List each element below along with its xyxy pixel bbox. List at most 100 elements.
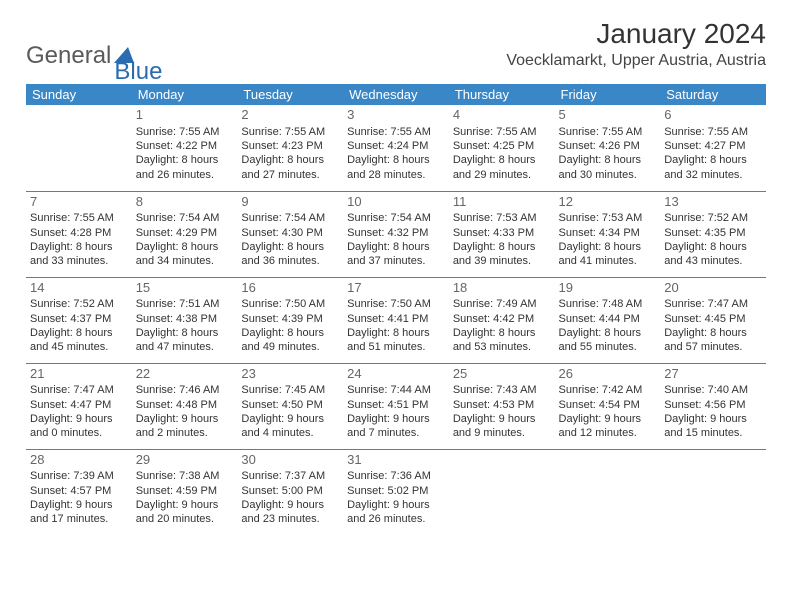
location: Voecklamarkt, Upper Austria, Austria xyxy=(506,52,766,70)
sunrise-line: Sunrise: 7:44 AM xyxy=(347,383,445,397)
daylight-line-2: and 17 minutes. xyxy=(30,512,128,526)
daylight-line-1: Daylight: 9 hours xyxy=(30,412,128,426)
calendar-cell: 23Sunrise: 7:45 AMSunset: 4:50 PMDayligh… xyxy=(237,363,343,449)
sunset-line: Sunset: 4:54 PM xyxy=(559,398,657,412)
calendar-cell: 20Sunrise: 7:47 AMSunset: 4:45 PMDayligh… xyxy=(660,277,766,363)
daylight-line-2: and 0 minutes. xyxy=(30,426,128,440)
calendar-week: 28Sunrise: 7:39 AMSunset: 4:57 PMDayligh… xyxy=(26,449,766,535)
sunset-line: Sunset: 4:38 PM xyxy=(136,312,234,326)
daylight-line-1: Daylight: 8 hours xyxy=(664,326,762,340)
sunrise-line: Sunrise: 7:52 AM xyxy=(664,211,762,225)
day-number: 31 xyxy=(347,452,445,469)
daylight-line-1: Daylight: 9 hours xyxy=(136,498,234,512)
day-header: Friday xyxy=(555,84,661,105)
sunset-line: Sunset: 5:02 PM xyxy=(347,484,445,498)
calendar-cell: 22Sunrise: 7:46 AMSunset: 4:48 PMDayligh… xyxy=(132,363,238,449)
daylight-line-1: Daylight: 8 hours xyxy=(241,240,339,254)
day-header: Saturday xyxy=(660,84,766,105)
daylight-line-1: Daylight: 8 hours xyxy=(559,153,657,167)
calendar-week: 21Sunrise: 7:47 AMSunset: 4:47 PMDayligh… xyxy=(26,363,766,449)
sunrise-line: Sunrise: 7:39 AM xyxy=(30,469,128,483)
brand-logo: General Blue xyxy=(26,42,162,70)
sunrise-line: Sunrise: 7:54 AM xyxy=(241,211,339,225)
sunset-line: Sunset: 4:51 PM xyxy=(347,398,445,412)
sunset-line: Sunset: 4:34 PM xyxy=(559,226,657,240)
daylight-line-1: Daylight: 9 hours xyxy=(241,498,339,512)
calendar-cell: 5Sunrise: 7:55 AMSunset: 4:26 PMDaylight… xyxy=(555,105,661,191)
day-number: 25 xyxy=(453,366,551,383)
sunset-line: Sunset: 4:41 PM xyxy=(347,312,445,326)
calendar-week: 7Sunrise: 7:55 AMSunset: 4:28 PMDaylight… xyxy=(26,191,766,277)
calendar-cell: 31Sunrise: 7:36 AMSunset: 5:02 PMDayligh… xyxy=(343,449,449,535)
daylight-line-1: Daylight: 9 hours xyxy=(241,412,339,426)
daylight-line-1: Daylight: 9 hours xyxy=(136,412,234,426)
sunset-line: Sunset: 4:30 PM xyxy=(241,226,339,240)
calendar-cell: 3Sunrise: 7:55 AMSunset: 4:24 PMDaylight… xyxy=(343,105,449,191)
sunrise-line: Sunrise: 7:55 AM xyxy=(241,125,339,139)
sunset-line: Sunset: 4:56 PM xyxy=(664,398,762,412)
day-header: Monday xyxy=(132,84,238,105)
daylight-line-2: and 39 minutes. xyxy=(453,254,551,268)
calendar-cell: 10Sunrise: 7:54 AMSunset: 4:32 PMDayligh… xyxy=(343,191,449,277)
daylight-line-1: Daylight: 8 hours xyxy=(453,153,551,167)
calendar-cell: 24Sunrise: 7:44 AMSunset: 4:51 PMDayligh… xyxy=(343,363,449,449)
calendar-table: SundayMondayTuesdayWednesdayThursdayFrid… xyxy=(26,84,766,535)
daylight-line-1: Daylight: 8 hours xyxy=(347,326,445,340)
daylight-line-2: and 23 minutes. xyxy=(241,512,339,526)
daylight-line-2: and 27 minutes. xyxy=(241,168,339,182)
day-number: 26 xyxy=(559,366,657,383)
daylight-line-2: and 33 minutes. xyxy=(30,254,128,268)
sunset-line: Sunset: 4:42 PM xyxy=(453,312,551,326)
sunrise-line: Sunrise: 7:53 AM xyxy=(559,211,657,225)
day-number: 4 xyxy=(453,107,551,124)
sunrise-line: Sunrise: 7:55 AM xyxy=(559,125,657,139)
sunrise-line: Sunrise: 7:50 AM xyxy=(347,297,445,311)
day-number: 30 xyxy=(241,452,339,469)
sunrise-line: Sunrise: 7:51 AM xyxy=(136,297,234,311)
daylight-line-2: and 45 minutes. xyxy=(30,340,128,354)
daylight-line-2: and 43 minutes. xyxy=(664,254,762,268)
day-number: 12 xyxy=(559,194,657,211)
sunset-line: Sunset: 4:48 PM xyxy=(136,398,234,412)
sunrise-line: Sunrise: 7:55 AM xyxy=(453,125,551,139)
day-number: 1 xyxy=(136,107,234,124)
sunrise-line: Sunrise: 7:49 AM xyxy=(453,297,551,311)
sunset-line: Sunset: 4:23 PM xyxy=(241,139,339,153)
sunset-line: Sunset: 4:37 PM xyxy=(30,312,128,326)
calendar-cell: 6Sunrise: 7:55 AMSunset: 4:27 PMDaylight… xyxy=(660,105,766,191)
sunrise-line: Sunrise: 7:55 AM xyxy=(136,125,234,139)
calendar-cell: 14Sunrise: 7:52 AMSunset: 4:37 PMDayligh… xyxy=(26,277,132,363)
sunrise-line: Sunrise: 7:54 AM xyxy=(136,211,234,225)
sunrise-line: Sunrise: 7:55 AM xyxy=(30,211,128,225)
daylight-line-2: and 36 minutes. xyxy=(241,254,339,268)
sunset-line: Sunset: 5:00 PM xyxy=(241,484,339,498)
day-number: 3 xyxy=(347,107,445,124)
sunset-line: Sunset: 4:47 PM xyxy=(30,398,128,412)
sunset-line: Sunset: 4:24 PM xyxy=(347,139,445,153)
sunset-line: Sunset: 4:28 PM xyxy=(30,226,128,240)
sunset-line: Sunset: 4:45 PM xyxy=(664,312,762,326)
calendar-cell xyxy=(449,449,555,535)
calendar-cell: 26Sunrise: 7:42 AMSunset: 4:54 PMDayligh… xyxy=(555,363,661,449)
daylight-line-1: Daylight: 8 hours xyxy=(30,240,128,254)
sunrise-line: Sunrise: 7:38 AM xyxy=(136,469,234,483)
daylight-line-2: and 53 minutes. xyxy=(453,340,551,354)
sunset-line: Sunset: 4:33 PM xyxy=(453,226,551,240)
day-header: Sunday xyxy=(26,84,132,105)
daylight-line-2: and 30 minutes. xyxy=(559,168,657,182)
day-number: 10 xyxy=(347,194,445,211)
day-number: 22 xyxy=(136,366,234,383)
daylight-line-2: and 37 minutes. xyxy=(347,254,445,268)
daylight-line-2: and 34 minutes. xyxy=(136,254,234,268)
daylight-line-1: Daylight: 8 hours xyxy=(664,240,762,254)
calendar-cell: 28Sunrise: 7:39 AMSunset: 4:57 PMDayligh… xyxy=(26,449,132,535)
daylight-line-1: Daylight: 9 hours xyxy=(30,498,128,512)
calendar-cell xyxy=(26,105,132,191)
sunset-line: Sunset: 4:27 PM xyxy=(664,139,762,153)
daylight-line-1: Daylight: 8 hours xyxy=(559,240,657,254)
day-number: 2 xyxy=(241,107,339,124)
day-number: 7 xyxy=(30,194,128,211)
calendar-week: 14Sunrise: 7:52 AMSunset: 4:37 PMDayligh… xyxy=(26,277,766,363)
day-number: 5 xyxy=(559,107,657,124)
calendar-cell: 13Sunrise: 7:52 AMSunset: 4:35 PMDayligh… xyxy=(660,191,766,277)
